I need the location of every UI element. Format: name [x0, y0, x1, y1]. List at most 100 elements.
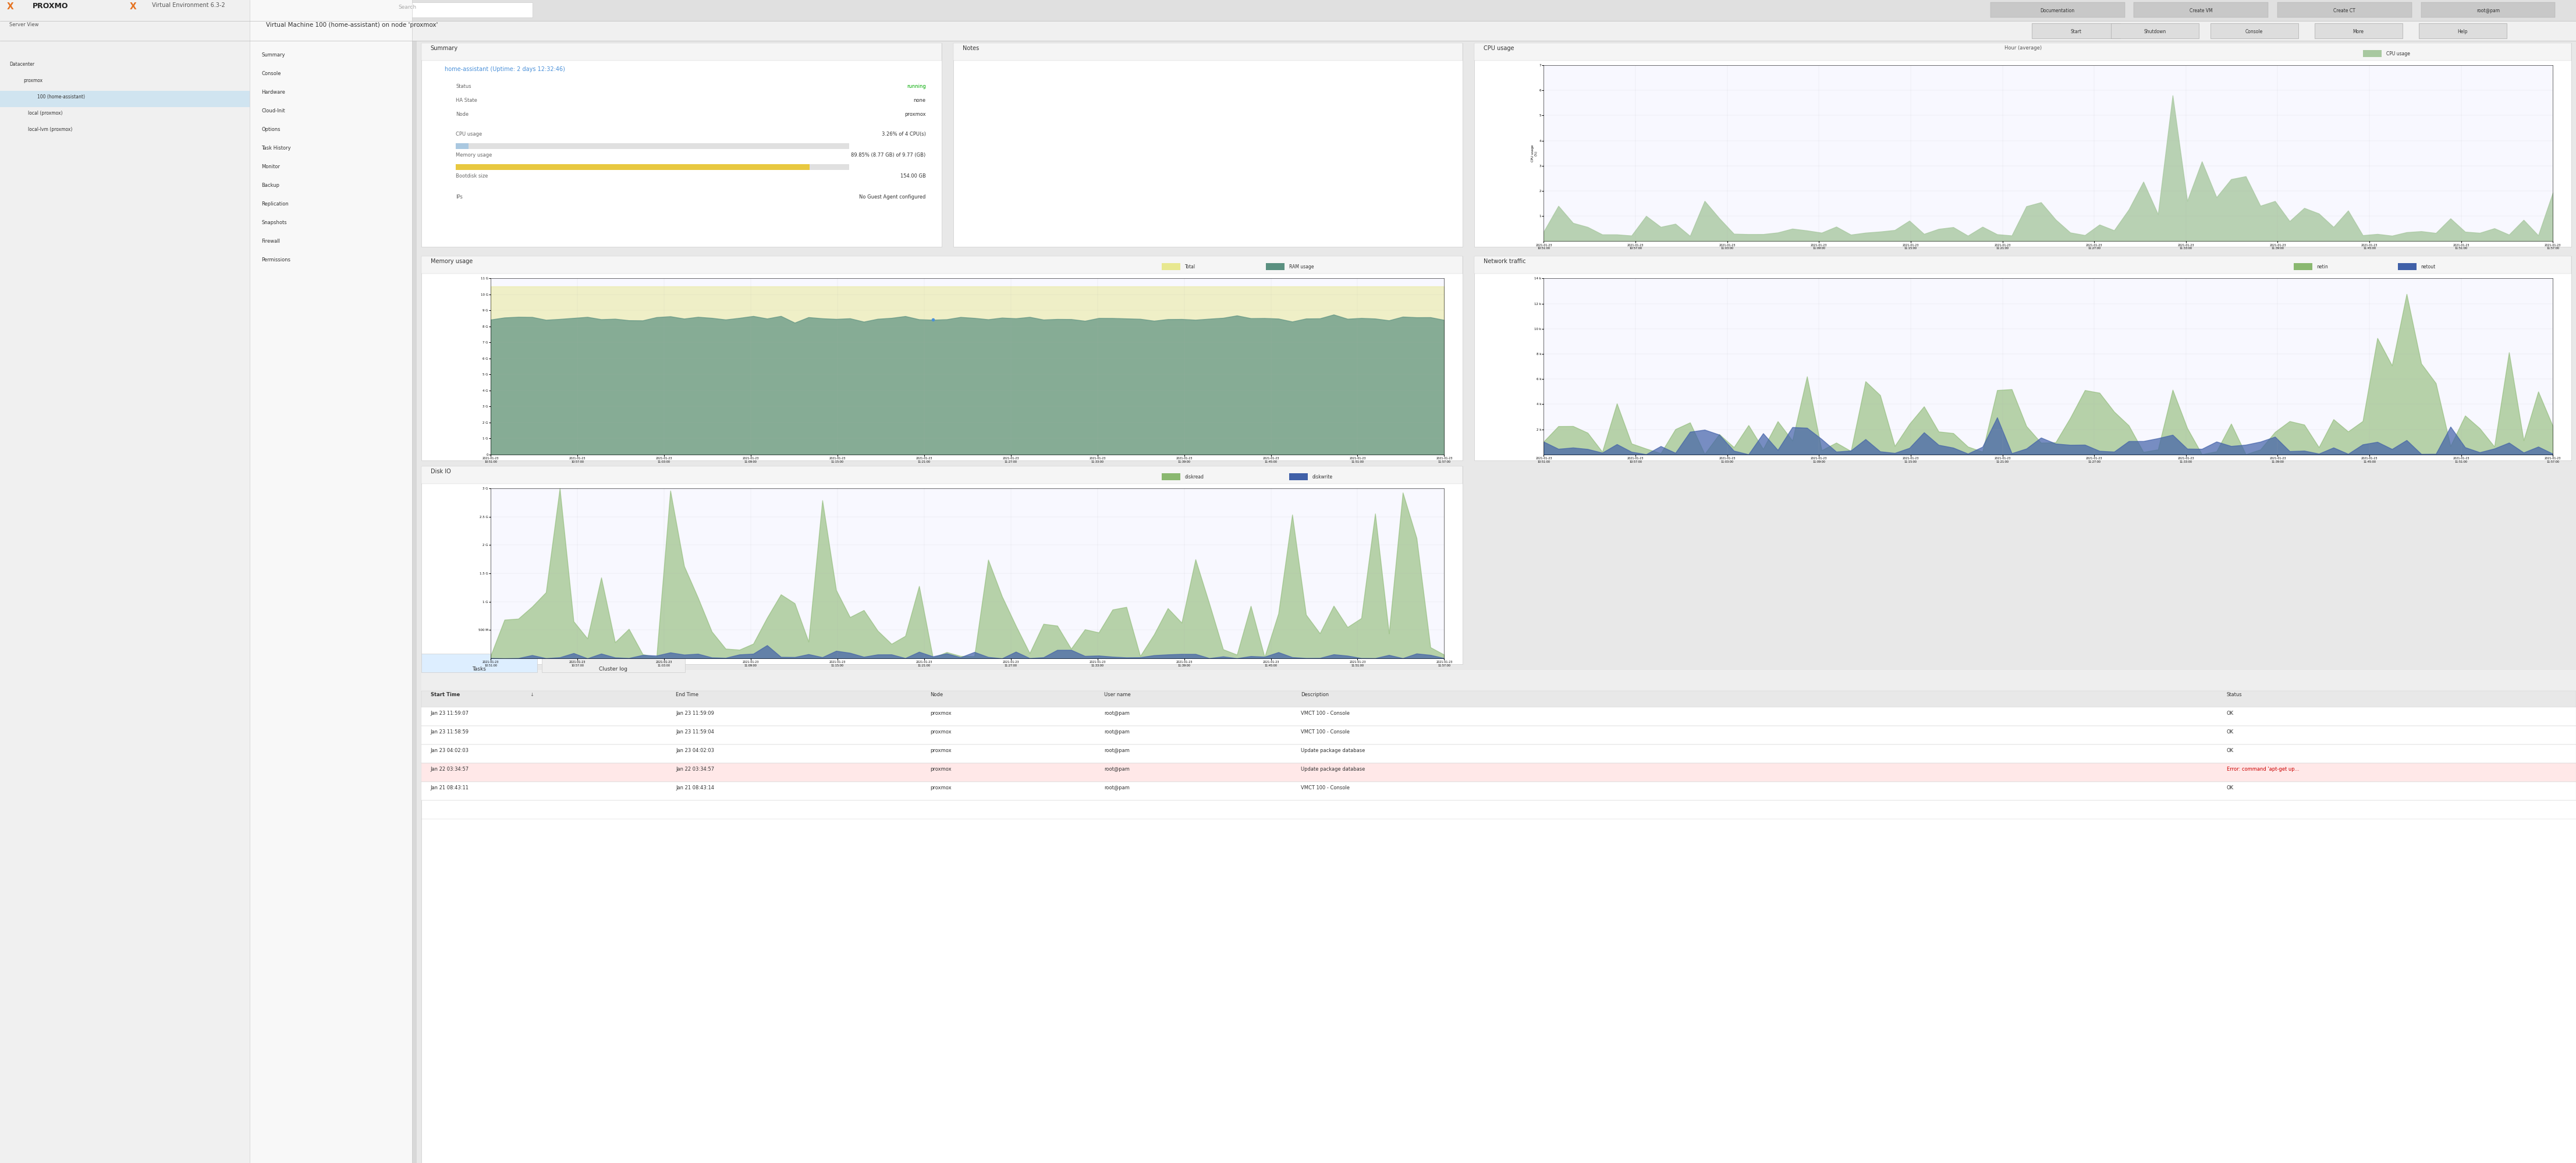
Text: proxmox: proxmox — [930, 711, 951, 716]
Bar — [2032, 23, 2120, 38]
Text: Start Time: Start Time — [430, 692, 459, 698]
Bar — [1991, 2, 2125, 17]
Text: Jan 23 11:58:59: Jan 23 11:58:59 — [430, 729, 469, 735]
Text: running: running — [907, 84, 925, 90]
Text: Virtual Machine 100 (home-assistant) on node 'proxmox': Virtual Machine 100 (home-assistant) on … — [265, 22, 438, 28]
Text: root@pam: root@pam — [1105, 711, 1128, 716]
Text: Summary: Summary — [430, 45, 459, 51]
Text: OK: OK — [2226, 785, 2233, 791]
Bar — [422, 670, 2576, 1163]
Text: PROXMO: PROXMO — [33, 2, 67, 10]
Bar — [1288, 473, 1309, 480]
Text: Documentation: Documentation — [2040, 8, 2074, 13]
Text: Hardware: Hardware — [263, 90, 286, 95]
Text: Status: Status — [456, 84, 471, 90]
Bar — [1162, 263, 1180, 270]
Bar — [422, 43, 943, 247]
Text: OK: OK — [2226, 729, 2233, 735]
Bar — [2421, 2, 2555, 17]
Text: Task History: Task History — [263, 145, 291, 151]
Text: Jan 23 11:59:09: Jan 23 11:59:09 — [675, 711, 714, 716]
Text: proxmox: proxmox — [23, 78, 41, 84]
Text: home-assistant (Uptime: 2 days 12:32:46): home-assistant (Uptime: 2 days 12:32:46) — [446, 66, 564, 72]
Text: proxmox: proxmox — [930, 785, 951, 791]
Bar — [0, 21, 2576, 41]
Bar — [422, 691, 2576, 1163]
Text: root@pam: root@pam — [2476, 8, 2499, 13]
Bar — [2398, 263, 2416, 270]
Text: root@pam: root@pam — [1105, 766, 1128, 772]
Text: Summary: Summary — [263, 52, 286, 58]
Text: End Time: End Time — [675, 692, 698, 698]
Text: Backup: Backup — [263, 183, 281, 188]
Text: diskread: diskread — [1185, 475, 1203, 479]
Text: 154.00 GB: 154.00 GB — [899, 173, 925, 179]
Bar — [953, 43, 1463, 247]
Text: HA State: HA State — [456, 98, 477, 104]
Text: Jan 23 11:59:07: Jan 23 11:59:07 — [430, 711, 469, 716]
Text: Start: Start — [2071, 29, 2081, 34]
Text: diskwrite: diskwrite — [1311, 475, 1332, 479]
Bar — [422, 744, 2576, 763]
Text: Snapshots: Snapshots — [263, 220, 286, 226]
Bar — [456, 164, 809, 170]
Text: netout: netout — [2421, 264, 2437, 270]
Text: Cluster log: Cluster log — [600, 666, 629, 672]
Text: Replication: Replication — [263, 201, 289, 207]
Text: Create VM: Create VM — [2190, 8, 2213, 13]
Text: VMCT 100 - Console: VMCT 100 - Console — [1301, 729, 1350, 735]
Text: Cloud-Init: Cloud-Init — [263, 108, 286, 114]
Text: Jan 23 04:02:03: Jan 23 04:02:03 — [675, 748, 714, 754]
Text: Tasks: Tasks — [471, 666, 487, 672]
Text: Node: Node — [456, 112, 469, 117]
Text: Description: Description — [1301, 692, 1329, 698]
Bar — [456, 164, 850, 170]
Bar — [417, 41, 2576, 1163]
Bar — [2313, 23, 2403, 38]
Bar — [1473, 256, 2571, 273]
Bar — [422, 782, 2576, 800]
Text: Search: Search — [399, 5, 417, 10]
Bar — [2293, 263, 2313, 270]
Bar — [2277, 2, 2411, 17]
Text: Console: Console — [263, 71, 281, 77]
Y-axis label: CPU usage
(%): CPU usage (%) — [1530, 144, 1538, 162]
Bar — [456, 143, 469, 149]
Bar — [422, 691, 2576, 707]
Bar — [456, 143, 850, 149]
Text: Hour (average): Hour (average) — [2004, 45, 2043, 51]
Text: Memory usage: Memory usage — [456, 152, 492, 158]
Text: RAM usage: RAM usage — [1288, 264, 1314, 270]
Bar — [2419, 23, 2506, 38]
Bar — [0, 0, 2576, 21]
Text: Console: Console — [2246, 29, 2264, 34]
Text: Total: Total — [1185, 264, 1195, 270]
Bar — [250, 0, 412, 1163]
Text: OK: OK — [2226, 711, 2233, 716]
Text: Memory usage: Memory usage — [430, 258, 471, 264]
Bar — [1473, 43, 2571, 60]
Text: Disk IO: Disk IO — [430, 469, 451, 475]
Text: proxmox: proxmox — [904, 112, 925, 117]
Text: Firewall: Firewall — [263, 238, 281, 244]
Text: root@pam: root@pam — [1105, 785, 1128, 791]
Text: Datacenter: Datacenter — [10, 62, 33, 67]
Bar — [2210, 23, 2298, 38]
Text: VMCT 100 - Console: VMCT 100 - Console — [1301, 785, 1350, 791]
Text: Status: Status — [2226, 692, 2241, 698]
Bar — [422, 707, 2576, 726]
Bar — [2362, 50, 2383, 57]
Text: proxmox: proxmox — [930, 729, 951, 735]
Text: Jan 21 08:43:11: Jan 21 08:43:11 — [430, 785, 469, 791]
Text: local (proxmox): local (proxmox) — [28, 110, 62, 116]
Bar — [1265, 263, 1285, 270]
Text: User name: User name — [1105, 692, 1131, 698]
Text: ↓: ↓ — [531, 692, 533, 698]
Text: Jan 23 11:59:04: Jan 23 11:59:04 — [675, 729, 714, 735]
Text: CPU usage: CPU usage — [1484, 45, 1515, 51]
Bar — [0, 91, 250, 107]
Text: Options: Options — [263, 127, 281, 133]
Text: Update package database: Update package database — [1301, 766, 1365, 772]
Bar — [1473, 43, 2571, 247]
Text: Help: Help — [2458, 29, 2468, 34]
